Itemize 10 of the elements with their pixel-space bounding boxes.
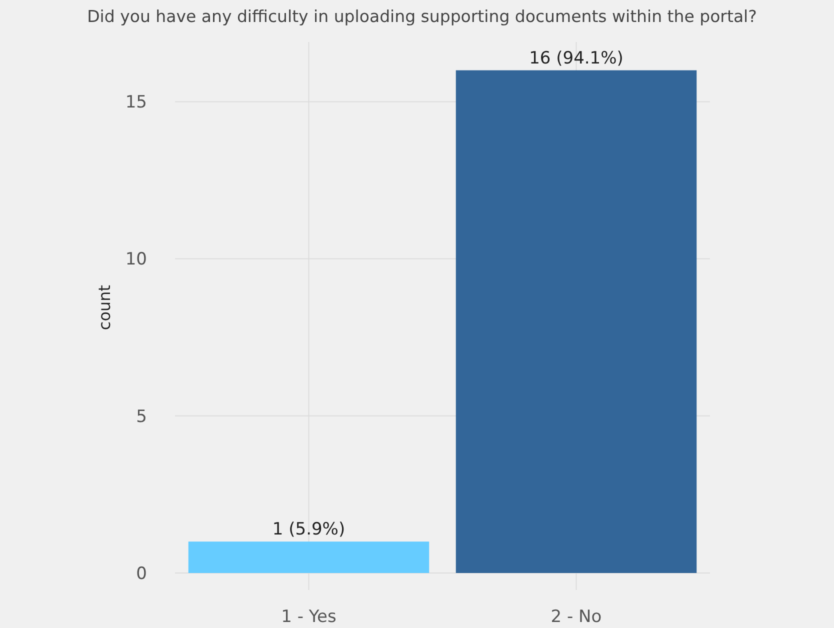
x-tick-label: 1 - Yes — [281, 607, 336, 627]
x-tick-label: 2 - No — [550, 607, 602, 627]
data-label: 16 (94.1%) — [529, 48, 624, 68]
y-tick-label: 10 — [125, 250, 147, 270]
chart-title: Did you have any difficulty in uploading supporting documents within the portal? — [87, 7, 757, 26]
y-tick-label: 15 — [125, 92, 147, 113]
y-tick-label: 5 — [136, 406, 147, 427]
y-axis-title: count — [95, 284, 114, 330]
data-label: 1 (5.9%) — [272, 520, 346, 540]
y-tick-label: 0 — [136, 564, 147, 584]
